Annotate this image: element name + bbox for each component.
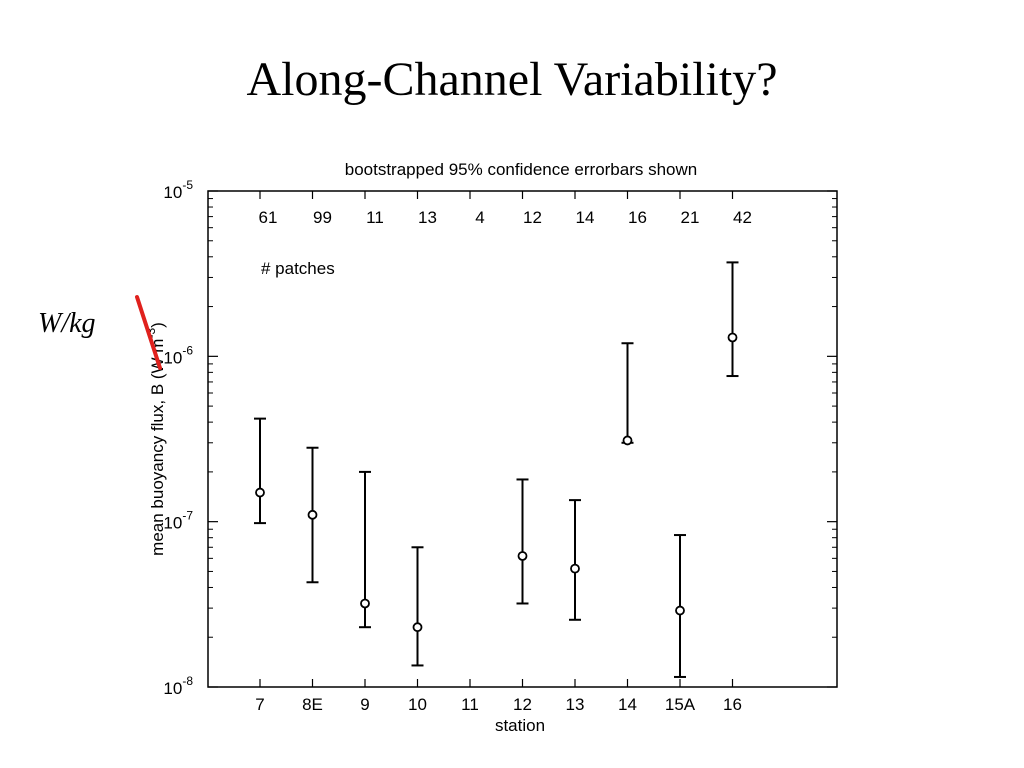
axes-layer — [207, 190, 838, 688]
data-point-14 — [622, 435, 633, 446]
patch-count-label: 99 — [313, 208, 332, 227]
x-tick-label: 16 — [723, 695, 742, 714]
x-tick-label: 10 — [408, 695, 427, 714]
patch-count-label: 42 — [733, 208, 752, 227]
y-axis-label: mean buoyancy flux, B (W m-3) — [144, 322, 167, 556]
data-point-16 — [727, 332, 738, 343]
data-point-13 — [570, 563, 580, 574]
chart-title: bootstrapped 95% confidence errorbars sh… — [345, 160, 698, 179]
x-tick-label: 15A — [665, 695, 696, 714]
units-strikethrough-mark — [135, 295, 162, 370]
data-point-12 — [517, 551, 528, 561]
patch-count-label: 13 — [418, 208, 437, 227]
units-annotation-label: W/kg — [38, 308, 96, 339]
x-tick-label: 11 — [461, 695, 479, 714]
patch-count-label: 14 — [576, 208, 595, 227]
marks-layer — [254, 261, 739, 678]
patch-count-label: 21 — [681, 208, 700, 227]
patch-count-label: 12 — [523, 208, 542, 227]
y-tick-label: 10-7 — [163, 509, 193, 533]
x-tick-label: 14 — [618, 695, 637, 714]
patch-count-label: 16 — [628, 208, 647, 227]
x-tick-label: 13 — [566, 695, 585, 714]
data-point-9 — [360, 598, 370, 609]
patch-count-label: 61 — [259, 208, 278, 227]
x-axis-label: station — [495, 716, 545, 735]
x-tick-label: 7 — [255, 695, 264, 714]
x-tick-label: 12 — [513, 695, 532, 714]
annotation-layer — [135, 295, 162, 370]
patch-count-label: 11 — [366, 208, 384, 227]
data-point-7 — [255, 487, 265, 498]
y-tick-label: 10-5 — [163, 178, 193, 202]
data-point-8E — [307, 509, 318, 520]
slide-title: Along-Channel Variability? — [246, 53, 778, 106]
x-tick-label: 8E — [302, 695, 323, 714]
x-tick-label: 9 — [360, 695, 369, 714]
text-layer: 10-810-710-610-57618E9991110131141212131… — [144, 160, 752, 735]
patch-count-label: 4 — [475, 208, 484, 227]
y-tick-label: 10-6 — [163, 343, 193, 367]
y-tick-label: 10-8 — [163, 674, 193, 698]
data-point-10 — [412, 622, 423, 633]
data-point-15A — [675, 605, 685, 616]
patch-count-caption: # patches — [261, 259, 335, 278]
